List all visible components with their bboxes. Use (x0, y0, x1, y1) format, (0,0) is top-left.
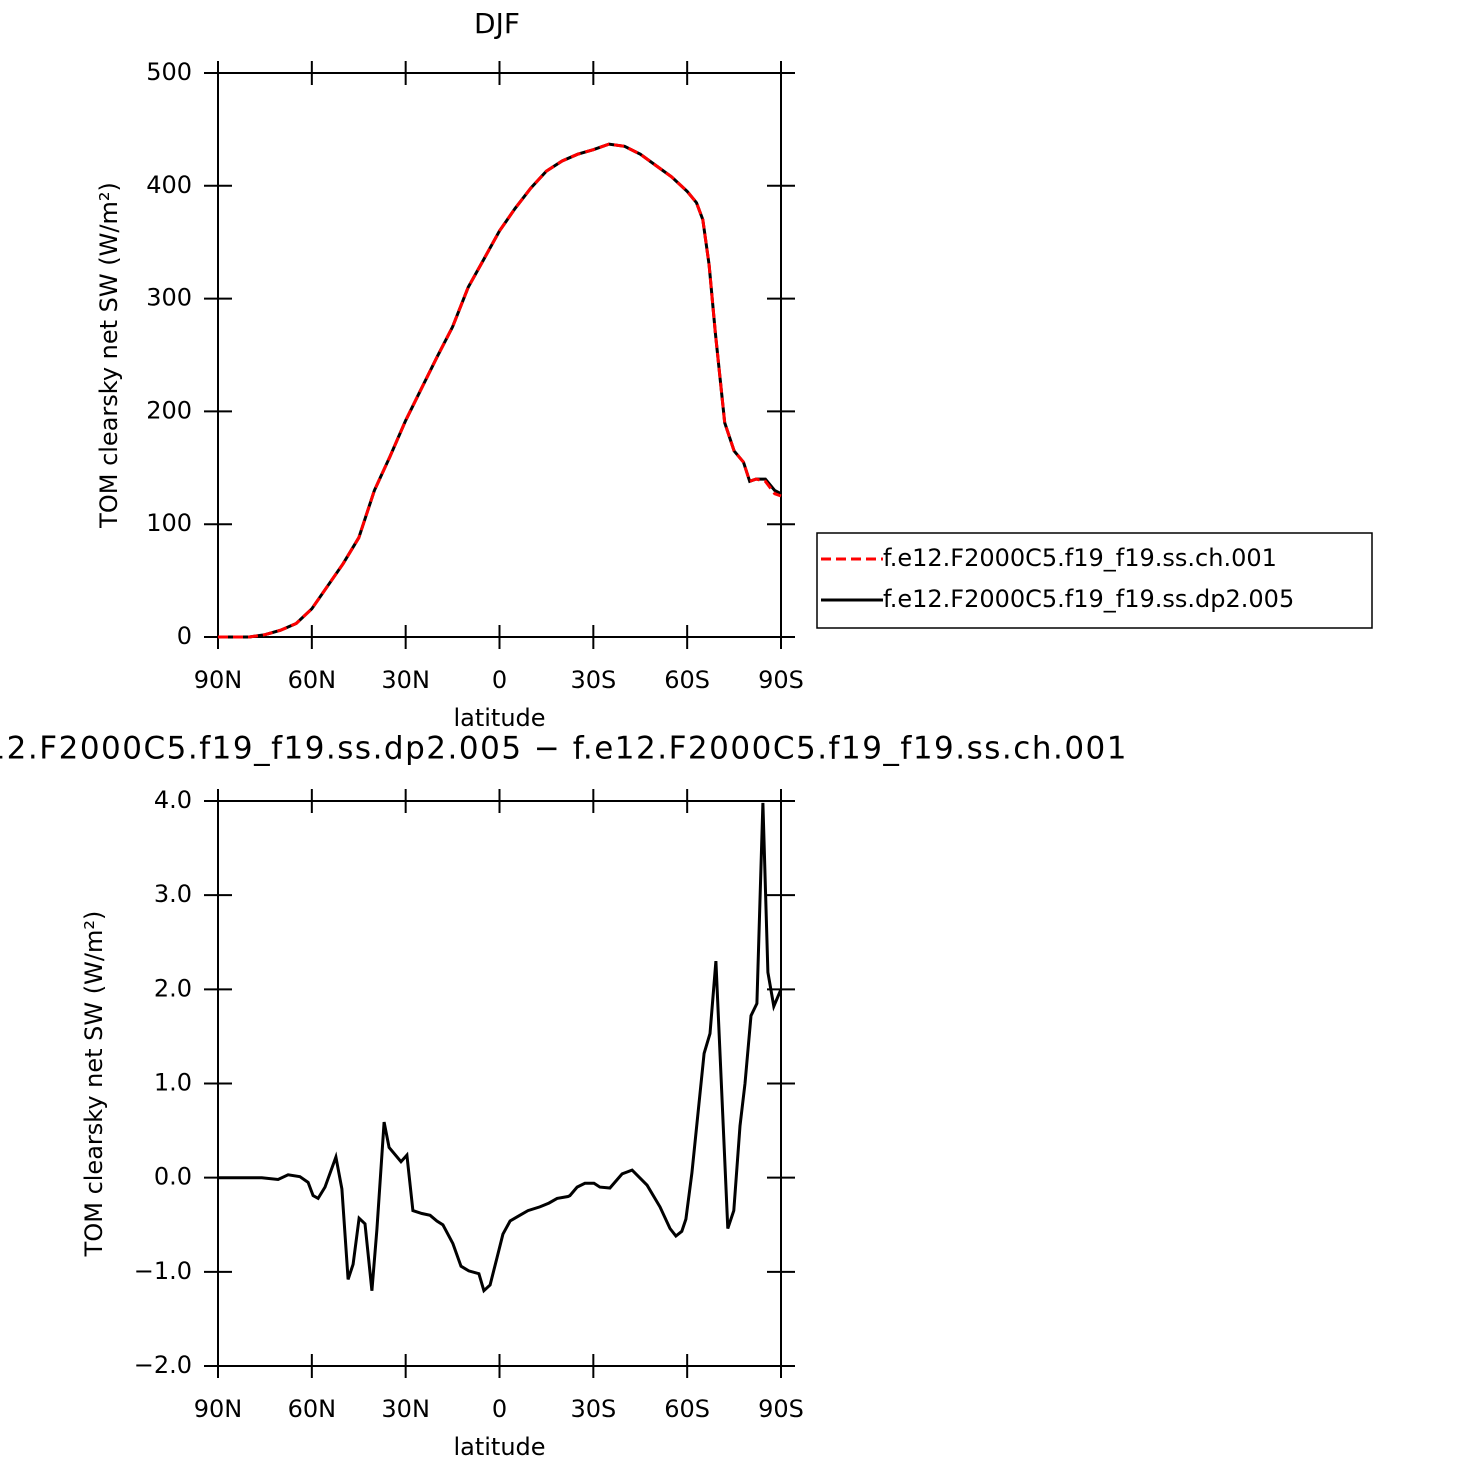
y-tick-label: 0 (177, 622, 192, 650)
y-tick-label: 400 (146, 171, 192, 199)
plot-frame (217, 800, 782, 1367)
y-tick-label: 300 (146, 284, 192, 312)
data-line (218, 802, 783, 1294)
x-tick-label: 90S (758, 666, 804, 694)
x-tick-label: 60N (288, 666, 337, 694)
x-tick-label: 30N (381, 666, 430, 694)
x-tick-label: 30N (381, 1395, 430, 1423)
x-tick-label: 0 (492, 666, 507, 694)
y-tick-label: 0.0 (154, 1163, 192, 1191)
x-tick-label: 30S (570, 1395, 616, 1423)
y-tick-label: −2.0 (134, 1351, 192, 1379)
y-tick-label: 2.0 (154, 974, 192, 1002)
y-tick-label: 100 (146, 509, 192, 537)
data-line (218, 142, 782, 639)
x-tick-label: 90N (194, 1395, 243, 1423)
legend-box (816, 532, 1373, 629)
x-tick-label: 30S (570, 666, 616, 694)
x-tick-label: 60N (288, 1395, 337, 1423)
x-tick-label: 90N (194, 666, 243, 694)
y-tick-label: 4.0 (154, 786, 192, 814)
y-tick-label: −1.0 (134, 1257, 192, 1285)
x-axis-label: latitude (453, 704, 545, 732)
x-tick-label: 60S (664, 1395, 710, 1423)
y-tick-label: 200 (146, 396, 192, 424)
y-tick-label: 500 (146, 58, 192, 86)
chart-title: DJF (474, 7, 520, 40)
y-axis-label: TOM clearsky net SW (W/m²) (95, 182, 123, 529)
y-tick-label: 3.0 (154, 880, 192, 908)
y-tick-label: 1.0 (154, 1069, 192, 1097)
chart-title: f.e12.F2000C5.f19_f19.ss.dp2.005 − f.e12… (0, 731, 1128, 767)
y-axis-label: TOM clearsky net SW (W/m²) (80, 911, 108, 1258)
x-tick-label: 90S (758, 1395, 804, 1423)
legend-label: f.e12.F2000C5.f19_f19.ss.ch.001 (883, 544, 1277, 572)
legend-label: f.e12.F2000C5.f19_f19.ss.dp2.005 (883, 585, 1294, 613)
x-tick-label: 60S (664, 666, 710, 694)
x-axis-label: latitude (453, 1433, 545, 1461)
plot-frame (217, 72, 782, 638)
x-tick-label: 0 (492, 1395, 507, 1423)
data-line (218, 142, 782, 639)
